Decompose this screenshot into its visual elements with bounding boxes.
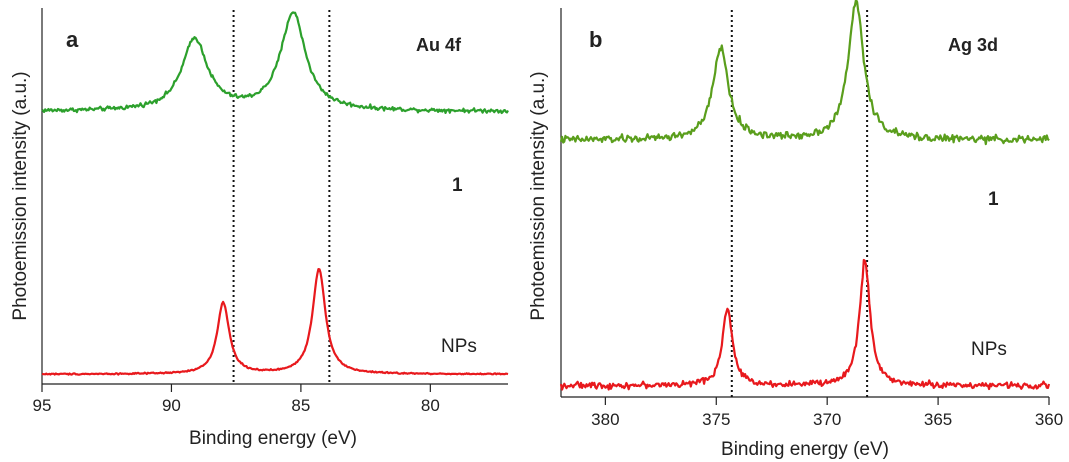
panel-a-series-1-label: 1 xyxy=(452,175,463,196)
panel-b-x-tick-label: 380 xyxy=(591,410,619,429)
panel-b-element-label: Ag 3d xyxy=(948,35,998,55)
panel-a-x-tick-label: 90 xyxy=(162,396,181,415)
panel-b-xlabel: Binding energy (eV) xyxy=(721,439,889,460)
panel-a-ylabel: Photoemission intensity (a.u.) xyxy=(10,71,31,320)
panel-b-series-1-line xyxy=(559,0,1050,146)
panel-b-x-tick-label: 360 xyxy=(1035,410,1063,429)
panel-a-series-nps-line xyxy=(41,268,509,376)
panel-a-x-tick-label: 95 xyxy=(33,396,52,415)
panel-a-xlabel: Binding energy (eV) xyxy=(189,428,357,449)
panel-b-x-tick-label: 365 xyxy=(924,410,952,429)
panel-b-series-1-label: 1 xyxy=(988,189,999,210)
panel-a-letter: a xyxy=(66,27,79,52)
panel-b-letter: b xyxy=(589,27,602,52)
panel-b-series-nps-label: NPs xyxy=(971,339,1007,360)
panel-a-series-1-line xyxy=(41,11,509,115)
panel-b-ag-3d: b Ag 3d Photoemission intensity (a.u.) B… xyxy=(528,0,1063,460)
panel-a-element-label: Au 4f xyxy=(416,35,462,55)
panel-a-x-tick-label: 80 xyxy=(421,396,440,415)
panel-b-ylabel: Photoemission intensity (a.u.) xyxy=(528,71,549,320)
panel-a-series-nps-label: NPs xyxy=(441,336,477,357)
panel-b-x-tick-label: 370 xyxy=(813,410,841,429)
panel-a-x-tick-label: 85 xyxy=(291,396,310,415)
panel-b-series-nps-line xyxy=(559,258,1051,391)
panel-a-au-4f: a Au 4f Photoemission intensity (a.u.) B… xyxy=(10,8,509,449)
panel-b-x-tick-label: 375 xyxy=(702,410,730,429)
